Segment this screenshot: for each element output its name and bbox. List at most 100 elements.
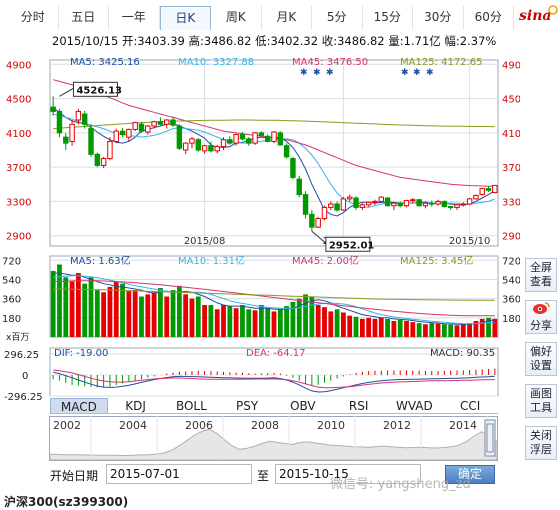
- share-button[interactable]: 分享: [525, 300, 557, 334]
- tab-4[interactable]: 周K: [211, 6, 262, 30]
- volume-bar: [189, 298, 195, 337]
- candle-body: [189, 138, 195, 144]
- tab-5[interactable]: 月K: [262, 6, 312, 30]
- start-date-input[interactable]: [106, 464, 252, 484]
- indicator-tab-wvad[interactable]: WVAD: [395, 399, 433, 413]
- legend-star-marker: ✱: [401, 68, 409, 78]
- candle-body: [422, 202, 429, 207]
- weibo-icon: [533, 302, 550, 314]
- indicator-tab-boll[interactable]: BOLL: [175, 399, 207, 413]
- candle-body: [277, 132, 284, 146]
- candle-body: [56, 110, 63, 134]
- chart-area[interactable]: 4900 4900 4500 4500 4100 4100 3700 3700 3300 3300…: [0, 48, 520, 400]
- start-date-label: 开始日期: [50, 469, 99, 483]
- navigator-year-label: 2010: [317, 419, 345, 432]
- volume-unit: x百万: [6, 332, 29, 343]
- annotation-label: 4526.13: [76, 85, 122, 96]
- close-overlay-button[interactable]: 关闭浮层: [525, 426, 557, 460]
- indicator-tab-psy[interactable]: PSY: [236, 399, 259, 413]
- volume-bar: [107, 286, 113, 337]
- volume-bar: [63, 277, 69, 337]
- price-xtick: 2015/08: [184, 236, 226, 247]
- price-ytick-left: 4500: [6, 95, 31, 106]
- candle-body: [88, 128, 94, 155]
- volume-bar: [221, 305, 226, 337]
- confirm-button[interactable]: 确定: [445, 465, 495, 484]
- index-title: 沪深300(sz399300): [4, 495, 129, 509]
- legend-star-marker: ✱: [426, 68, 434, 78]
- candle-body: [252, 132, 258, 144]
- candle-body: [69, 123, 75, 142]
- price-ytick-right: 2900: [502, 232, 520, 243]
- volume-bar: [334, 309, 340, 337]
- candle-body: [328, 203, 334, 208]
- candle-body: [403, 200, 410, 207]
- volume-bar: [158, 287, 163, 337]
- candle-body: [435, 200, 441, 205]
- volume-bar: [366, 317, 372, 337]
- annotation-pointer: [59, 87, 74, 97]
- volume-bar: [315, 305, 321, 337]
- preferences-button[interactable]: 偏好设置: [525, 342, 557, 376]
- indicator-tab-obv[interactable]: OBV: [290, 399, 316, 413]
- tab-0[interactable]: 分时: [8, 6, 59, 30]
- sina-logo: sina: [519, 5, 558, 28]
- volume-bar: [385, 318, 390, 337]
- candle-body: [246, 138, 252, 144]
- candle-body: [157, 121, 164, 125]
- volume-bar: [145, 294, 151, 337]
- candle-body: [214, 146, 220, 152]
- macd-line-dea: [53, 369, 495, 389]
- tab-9[interactable]: 60分: [464, 6, 514, 30]
- tab-1[interactable]: 五日: [59, 6, 109, 30]
- indicator-tab-cci[interactable]: CCI: [459, 399, 481, 413]
- candle-body: [100, 158, 107, 166]
- candle-body: [410, 199, 416, 202]
- macd-legend-1: DEA: -64.17: [246, 348, 305, 359]
- volume-ytick-right: 720: [502, 256, 520, 267]
- fullscreen-button[interactable]: 全屏查看: [525, 258, 557, 292]
- fullscreen-label: 全屏查看: [530, 261, 552, 288]
- volume-bar: [423, 324, 428, 337]
- candle-body: [391, 202, 397, 207]
- tab-7[interactable]: 15分: [363, 6, 413, 30]
- indicator-tab-macd[interactable]: MACD: [50, 398, 108, 414]
- volume-bar: [322, 307, 327, 337]
- volume-bar: [120, 283, 125, 337]
- macd-ytick: 0: [22, 371, 28, 382]
- volume-bar: [94, 290, 100, 337]
- navigator-area: [49, 428, 498, 461]
- navigator-year-label: 2012: [383, 419, 411, 432]
- price-ytick-left: 3300: [6, 197, 31, 208]
- volume-bar: [303, 294, 308, 337]
- volume-bar: [151, 292, 157, 337]
- volume-bar: [460, 324, 466, 337]
- price-ytick-left: 4100: [6, 129, 31, 140]
- tab-2[interactable]: 一年: [109, 6, 160, 30]
- tab-6[interactable]: 5分: [312, 6, 363, 30]
- volume-legend-3: MA125: 3.45亿: [400, 254, 473, 267]
- volume-ma-line-ma125: [53, 288, 495, 301]
- annotation-pointer: [311, 230, 327, 244]
- candle-body: [309, 213, 315, 228]
- tab-8[interactable]: 30分: [413, 6, 464, 30]
- volume-bar: [328, 311, 334, 337]
- volume-bar: [195, 296, 201, 337]
- price-ytick-left: 4900: [6, 60, 31, 71]
- tab-3[interactable]: 日K: [159, 6, 211, 30]
- timeline-navigator[interactable]: 2002 2004 2006 2008 2010 2012 2014: [49, 416, 499, 462]
- candle-body: [138, 123, 145, 132]
- candle-body: [145, 125, 151, 133]
- indicator-tab-kdj[interactable]: KDJ: [125, 399, 146, 413]
- candle-body: [227, 139, 233, 144]
- end-date-input[interactable]: [275, 464, 421, 484]
- share-label: 分享: [530, 319, 552, 332]
- legend-star-marker: ✱: [300, 68, 308, 78]
- indicator-tab-rsi[interactable]: RSI: [348, 399, 369, 413]
- candle-body: [365, 201, 372, 206]
- candle-body: [315, 218, 321, 228]
- volume-bar: [126, 291, 132, 337]
- draw-tools-button[interactable]: 画图工具: [525, 384, 557, 418]
- volume-bar: [378, 317, 384, 337]
- volume-ma-line-ma10: [53, 275, 495, 325]
